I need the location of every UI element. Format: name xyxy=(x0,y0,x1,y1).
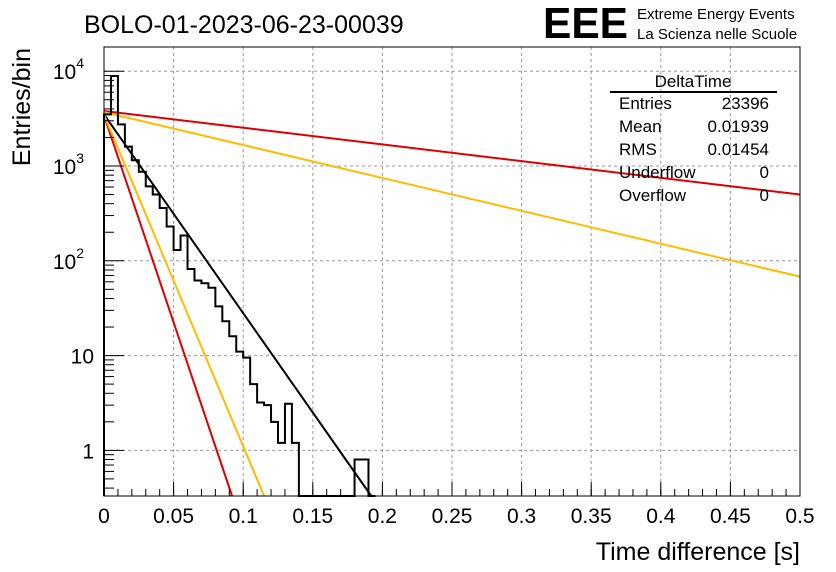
stats-box: DeltaTime Entries 23396 Mean 0.01939 RMS 0.01… xyxy=(610,72,777,205)
y-tick-label: 1 xyxy=(82,440,94,463)
eee-logo-line2: La Scienza nelle Scuole xyxy=(637,26,797,43)
x-tick-label: 0.05 xyxy=(153,505,194,528)
x-tick-label: 0.25 xyxy=(432,505,473,528)
eee-logo-line1: Extreme Energy Events xyxy=(637,6,795,23)
eee-logo: EEE Extreme Energy Events La Scienza nel… xyxy=(543,0,797,48)
stats-label: RMS xyxy=(619,140,657,159)
stats-box-title: DeltaTime xyxy=(655,72,732,91)
x-tick-label: 0.2 xyxy=(368,505,397,528)
grid xyxy=(104,47,800,496)
stats-value: 23396 xyxy=(722,94,769,113)
stats-label: Entries xyxy=(619,94,672,113)
fit-line xyxy=(103,111,801,278)
fit-line xyxy=(103,113,373,497)
eee-logo-mark: EEE xyxy=(543,0,628,48)
y-tick-label: 103 xyxy=(53,150,84,179)
y-tick-label: 104 xyxy=(53,55,84,84)
fit-line xyxy=(103,115,234,497)
plot-area xyxy=(103,74,801,497)
y-axis-label: Entries/bin xyxy=(8,48,36,166)
chart-title: BOLO-01-2023-06-23-00039 xyxy=(84,11,404,39)
x-axis-label: Time difference [s] xyxy=(596,538,800,566)
x-tick-label: 0.5 xyxy=(785,505,814,528)
stats-label: Underflow xyxy=(619,163,696,182)
stats-value: 0.01939 xyxy=(708,117,769,136)
stats-label: Overflow xyxy=(619,186,687,205)
x-tick-label: 0.4 xyxy=(646,505,676,528)
stats-box-rows: Entries 23396 Mean 0.01939 RMS 0.01454 Underfl… xyxy=(619,94,769,205)
y-tick-labels: 1 10 102 103 104 xyxy=(53,55,94,463)
y-tick-label: 10 xyxy=(71,346,94,369)
stats-value: 0 xyxy=(760,163,769,182)
stats-label: Mean xyxy=(619,117,662,136)
fit-line xyxy=(103,114,266,497)
x-tick-label: 0.45 xyxy=(710,505,751,528)
x-tick-label: 0 xyxy=(98,505,110,528)
x-tick-labels: 0 0.05 0.1 0.15 0.2 0.25 0.3 0.35 0.4 0.45 0.5 xyxy=(98,505,814,528)
x-tick-label: 0.1 xyxy=(229,505,258,528)
fit-line xyxy=(103,110,801,196)
x-tick-label: 0.35 xyxy=(571,505,612,528)
x-tick-label: 0.3 xyxy=(507,505,536,528)
axis-ticks xyxy=(103,70,801,496)
stats-value: 0.01454 xyxy=(708,140,769,159)
x-tick-label: 0.15 xyxy=(292,505,333,528)
stats-value: 0 xyxy=(760,186,769,205)
y-tick-label: 102 xyxy=(53,245,84,274)
